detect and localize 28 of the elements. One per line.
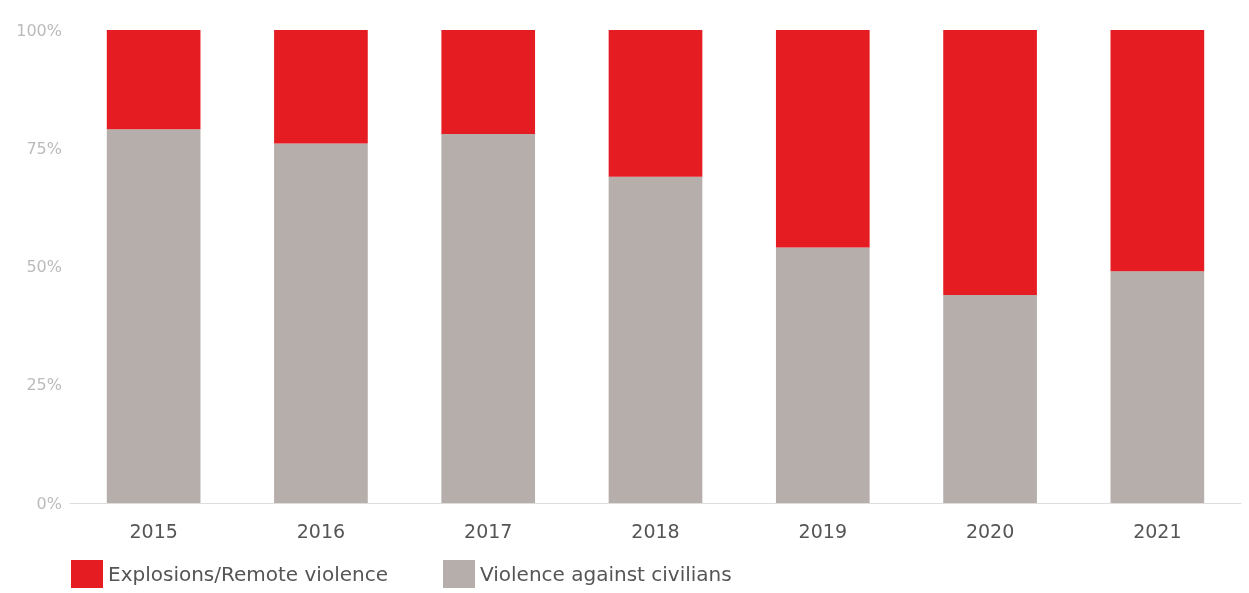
- legend-label: Explosions/Remote violence: [108, 562, 388, 586]
- y-tick-label: 100%: [16, 20, 62, 40]
- x-tick-label: 2016: [296, 519, 346, 542]
- bar: [608, 30, 703, 177]
- bar: [1110, 271, 1205, 503]
- x-tick-label: 2021: [1133, 519, 1182, 542]
- y-tick-label: 50%: [26, 257, 62, 276]
- y-tick-label: 0%: [36, 493, 62, 513]
- bar: [1110, 30, 1205, 272]
- bar: [608, 176, 703, 503]
- x-tick-label: 2017: [464, 519, 513, 542]
- bar: [441, 30, 536, 135]
- bar: [274, 30, 368, 144]
- y-tick-label: 25%: [26, 375, 62, 395]
- bar: [274, 143, 368, 503]
- bar: [943, 294, 1037, 503]
- legend-label: Violence against civilians: [480, 562, 732, 586]
- bar: [106, 129, 201, 503]
- bar: [106, 30, 201, 130]
- bar: [943, 30, 1037, 295]
- bar: [775, 30, 870, 248]
- x-tick-label: 2015: [129, 519, 178, 542]
- x-tick-label: 2019: [798, 519, 847, 542]
- x-tick-label: 2020: [965, 519, 1015, 542]
- bar: [441, 134, 536, 503]
- bar: [775, 247, 870, 503]
- y-tick-label: 75%: [26, 138, 62, 158]
- x-tick-label: 2018: [631, 519, 680, 542]
